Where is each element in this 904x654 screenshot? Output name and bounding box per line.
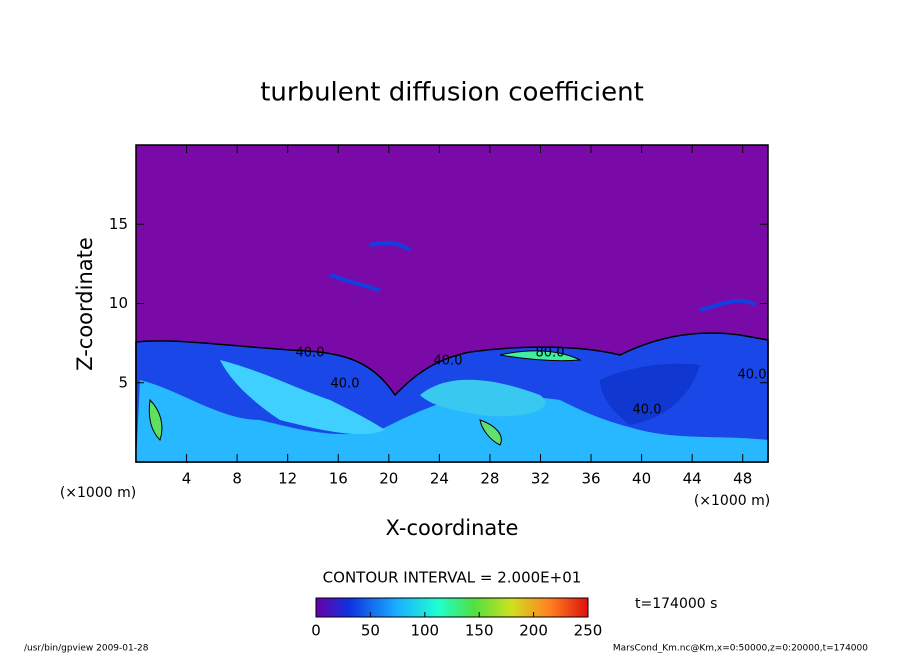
y-tick-label: 15 bbox=[109, 215, 128, 233]
colorbar-tick-label: 250 bbox=[574, 622, 603, 640]
contour-label: 40.0 bbox=[296, 346, 325, 361]
colorbar-tick-label: 50 bbox=[361, 622, 380, 640]
field-layer bbox=[499, 350, 582, 362]
x-tick-label: 24 bbox=[430, 470, 449, 488]
colorbar-tick-label: 100 bbox=[410, 622, 439, 640]
field bbox=[135, 145, 769, 463]
field-layer bbox=[329, 241, 757, 312]
contour-label: 40.0 bbox=[434, 354, 463, 369]
x-tick-label: 12 bbox=[278, 470, 297, 488]
footer-left: /usr/bin/gpview 2009-01-28 bbox=[24, 644, 149, 654]
x-tick-label: 20 bbox=[379, 470, 398, 488]
x-tick-label: 8 bbox=[232, 470, 242, 488]
contour-interval: CONTOUR INTERVAL = 2.000E+01 bbox=[323, 569, 582, 587]
y-axis-label: Z-coordinate bbox=[73, 237, 97, 371]
y-unit: (×1000 m) bbox=[694, 493, 770, 509]
x-tick-label: 36 bbox=[581, 470, 600, 488]
field-layer bbox=[479, 419, 502, 446]
colorbar-tick-label: 0 bbox=[311, 622, 321, 640]
contour-label: 40.0 bbox=[738, 368, 767, 383]
field-layer bbox=[600, 363, 700, 425]
contour-label: 80.0 bbox=[536, 346, 565, 361]
x-tick-label: 40 bbox=[632, 470, 651, 488]
contour-label: 40.0 bbox=[633, 403, 662, 418]
y-tick-label: 10 bbox=[109, 294, 128, 312]
x-tick-label: 28 bbox=[480, 470, 499, 488]
x-axis-label: X-coordinate bbox=[386, 516, 519, 540]
x-tick-label: 4 bbox=[182, 470, 192, 488]
field-layer bbox=[136, 380, 768, 462]
x-unit: (×1000 m) bbox=[60, 485, 136, 501]
x-tick-label: 44 bbox=[683, 470, 702, 488]
field-layer bbox=[420, 379, 546, 417]
colorbar-tick-label: 200 bbox=[519, 622, 548, 640]
contour-label: 40.0 bbox=[331, 377, 360, 392]
field-layer bbox=[220, 360, 385, 435]
x-tick-label: 48 bbox=[733, 470, 752, 488]
colorbar-tick-label: 150 bbox=[465, 622, 494, 640]
x-tick-label: 16 bbox=[329, 470, 348, 488]
field-layer bbox=[148, 398, 163, 441]
time-label: t=174000 s bbox=[635, 596, 717, 612]
chart-title: turbulent diffusion coefficient bbox=[260, 78, 644, 108]
y-tick-label: 5 bbox=[118, 373, 128, 391]
x-tick-label: 32 bbox=[531, 470, 550, 488]
colorbar bbox=[315, 597, 589, 618]
footer-right: MarsCond_Km.nc@Km,x=0:50000,z=0:20000,t=… bbox=[613, 644, 868, 654]
